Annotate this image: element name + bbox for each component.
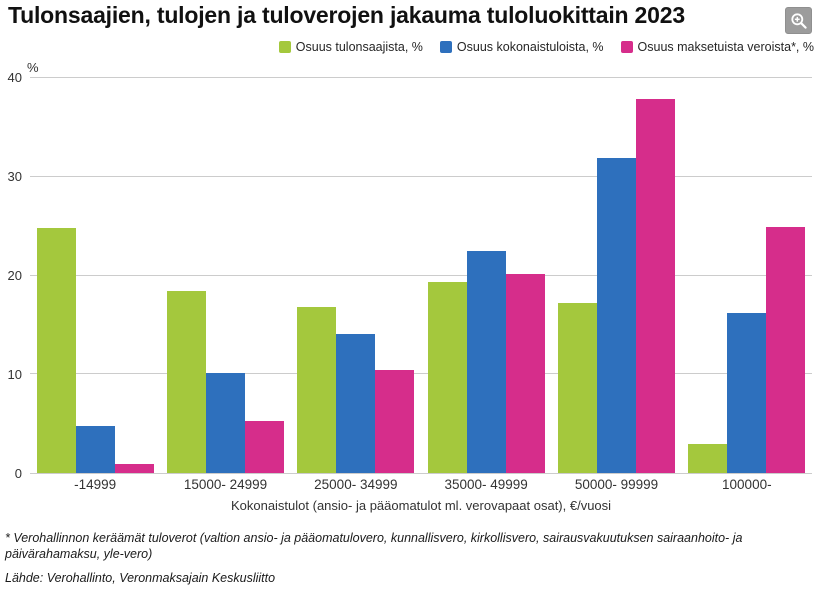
- bar: [466, 250, 506, 473]
- legend-swatch: [620, 41, 633, 53]
- bar-group: [30, 78, 160, 473]
- bar: [427, 282, 467, 473]
- source-credit: Lähde: Verohallinto, Veronmaksajain Kesk…: [5, 571, 276, 585]
- y-tick-label: 40: [7, 70, 22, 85]
- legend-label: Osuus maksetuista veroista*, %: [637, 40, 814, 54]
- y-tick-label: 30: [7, 169, 22, 184]
- x-category-label: 35000- 49999: [444, 477, 528, 492]
- legend-label: Osuus kokonaistuloista, %: [456, 40, 604, 54]
- y-tick-label: 10: [7, 367, 22, 382]
- gridline: [30, 77, 812, 78]
- bar: [244, 420, 284, 473]
- bar: [75, 425, 115, 473]
- bar: [688, 444, 728, 473]
- footnote: * Verohallinnon keräämät tuloverot (valt…: [5, 531, 743, 562]
- legend-swatch: [278, 41, 291, 53]
- gridline: [30, 274, 812, 276]
- legend-label: Osuus tulonsaajista, %: [295, 40, 423, 54]
- x-category-label: 15000- 24999: [183, 477, 268, 492]
- bar: [36, 228, 76, 473]
- bar-group: [291, 78, 421, 473]
- bar: [635, 98, 675, 473]
- bar: [766, 227, 806, 473]
- bar: [505, 273, 545, 473]
- bar: [596, 158, 636, 473]
- page-title: Tulonsaajien, tulojen ja tuloverojen jak…: [8, 2, 685, 28]
- gridline: [30, 373, 812, 375]
- bar: [114, 464, 154, 473]
- y-tick-label: 0: [14, 466, 22, 481]
- zoom-button[interactable]: [785, 7, 812, 34]
- bar-group: [421, 78, 551, 473]
- x-category-label: -14999: [74, 477, 117, 492]
- x-category-label: 25000- 34999: [314, 477, 398, 492]
- y-tick-label: 20: [7, 268, 22, 283]
- y-axis: 0 10 20 30 40: [0, 70, 26, 481]
- bar: [336, 333, 376, 473]
- bar: [727, 313, 767, 473]
- legend-item[interactable]: Osuus maksetuista veroista*, %: [620, 40, 814, 54]
- x-category-label: 100000-: [722, 477, 772, 492]
- x-axis-title: Kokonaistulot (ansio- ja pääomatulot ml.…: [230, 498, 612, 513]
- bar-group: [551, 78, 681, 473]
- bar-group: [160, 78, 290, 473]
- plot-area: [30, 77, 812, 474]
- bar: [166, 291, 206, 473]
- bar-group: [682, 78, 812, 473]
- zoom-in-icon: [790, 12, 807, 29]
- y-axis-unit-label: %: [27, 60, 39, 75]
- bar: [205, 373, 245, 473]
- x-axis-labels: -14999 15000- 24999 25000- 34999 35000- 499…: [30, 477, 812, 492]
- x-category-label: 50000- 99999: [574, 477, 659, 492]
- legend-swatch: [439, 41, 452, 53]
- legend-item[interactable]: Osuus kokonaistuloista, %: [439, 40, 604, 54]
- gridline: [30, 175, 812, 177]
- bar: [297, 307, 337, 473]
- bar: [375, 370, 415, 473]
- legend-item[interactable]: Osuus tulonsaajista, %: [278, 40, 423, 54]
- bar: [557, 303, 597, 473]
- legend: Osuus tulonsaajista, % Osuus kokonaistulo…: [278, 40, 814, 54]
